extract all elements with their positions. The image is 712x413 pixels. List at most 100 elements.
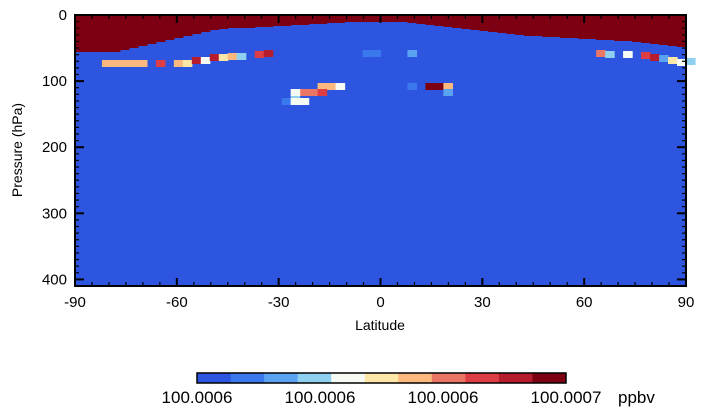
- colorbar-swatch: [197, 373, 232, 383]
- heatmap-cell: [101, 60, 112, 67]
- heatmap-cell: [389, 15, 400, 22]
- heatmap-cell: [668, 57, 678, 64]
- heatmap-cell: [677, 15, 687, 47]
- heatmap-cell: [515, 15, 525, 35]
- heatmap-cell: [659, 55, 669, 62]
- heatmap-cell: [263, 15, 274, 27]
- heatmap-cell: [83, 15, 94, 52]
- heatmap-cell: [632, 15, 642, 42]
- heatmap-cell: [326, 15, 337, 23]
- colorbar-frame: [196, 372, 567, 384]
- heatmap-cell: [659, 15, 669, 45]
- x-tick-label: 30: [474, 294, 491, 311]
- heatmap-cell: [164, 15, 175, 40]
- y-tick-label: 300: [42, 205, 67, 222]
- x-tick-label: 0: [376, 294, 384, 311]
- colorbar-swatch: [431, 373, 466, 383]
- heatmap-cell: [209, 15, 220, 30]
- heatmap-cell: [101, 15, 112, 52]
- heatmap-cell: [479, 15, 489, 31]
- heatmap-cell: [488, 15, 498, 32]
- heatmap-cell: [524, 15, 534, 36]
- heatmap-cell: [155, 60, 166, 67]
- heatmap-cell: [263, 50, 274, 57]
- heatmap-cell: [578, 15, 588, 39]
- heatmap-cell: [146, 15, 157, 44]
- heatmap-cell: [128, 60, 139, 67]
- heatmap-cell: [218, 15, 229, 29]
- x-tick-label: -30: [268, 294, 290, 311]
- heatmap-cell: [605, 15, 615, 40]
- heatmap-cell: [362, 50, 373, 57]
- heatmap-cell: [596, 15, 606, 40]
- heatmap-cell: [254, 15, 265, 27]
- y-tick-label: 200: [42, 139, 67, 156]
- heatmap-cell: [344, 15, 355, 22]
- y-tick-label: 400: [42, 271, 67, 288]
- heatmap-cell: [641, 15, 651, 43]
- heatmap-cell: [605, 51, 615, 58]
- heatmap-cell: [290, 15, 301, 25]
- heatmap-cell: [92, 15, 103, 52]
- y-axis-title: Pressure (hPa): [9, 103, 25, 197]
- heatmap-cell: [191, 15, 202, 34]
- colorbar-swatch: [398, 373, 433, 383]
- heatmap-cell: [353, 15, 364, 22]
- heatmap-cell: [173, 60, 184, 67]
- heatmap-cell: [407, 50, 418, 57]
- heatmap-cell: [182, 15, 193, 36]
- heatmap-cell: [281, 98, 292, 105]
- colorbar-tick-label: 100.0006: [408, 388, 479, 407]
- heatmap-cell: [443, 83, 453, 90]
- heatmap-cell: [308, 89, 319, 96]
- heatmap-cell: [119, 60, 130, 67]
- heatmap-cell: [587, 15, 597, 39]
- heatmap-cell: [317, 83, 328, 90]
- heatmap-cell: [614, 15, 624, 41]
- colorbar-units: ppbv: [618, 388, 655, 407]
- y-tick-label: 0: [59, 7, 67, 24]
- colorbar-tick-label: 100.0007: [531, 388, 602, 407]
- colorbar-tick-label: 100.0006: [162, 388, 233, 407]
- heatmap-cell: [335, 15, 346, 23]
- x-tick-label: -60: [166, 294, 188, 311]
- heatmap-cell: [236, 53, 247, 60]
- heatmap-cell: [236, 15, 247, 28]
- heatmap-cell: [308, 15, 319, 24]
- heatmap-cell: [254, 51, 265, 58]
- heatmap-cell: [290, 98, 301, 105]
- x-tick-label: 90: [678, 294, 695, 311]
- heatmap-cell: [209, 54, 220, 61]
- heatmap-cell: [497, 15, 507, 33]
- heatmap-cell: [317, 15, 328, 24]
- heatmap-cell: [425, 83, 436, 90]
- heatmap-cell: [443, 89, 453, 96]
- colorbar-swatch: [465, 373, 500, 383]
- heatmap-cell: [596, 50, 606, 57]
- heatmap-cell: [398, 15, 409, 22]
- y-axis: 0 100 200 300 400: [42, 7, 686, 288]
- heatmap-cell: [227, 53, 238, 60]
- heatmap-cell: [533, 15, 543, 36]
- heatmap-cell: [407, 15, 418, 23]
- heatmap-cell: [200, 15, 211, 32]
- x-axis-title: Latitude: [355, 317, 405, 333]
- heatmap-cell: [371, 15, 382, 22]
- heatmap-cell: [686, 58, 696, 65]
- heatmap-cell: [380, 15, 391, 22]
- heatmap-cell: [470, 15, 480, 30]
- heatmap-cell: [371, 50, 382, 57]
- heatmap-cell: [182, 60, 193, 67]
- heatmap-cell: [362, 15, 373, 22]
- heatmap-cell: [425, 15, 436, 25]
- heatmap-cell: [326, 83, 337, 90]
- heatmap-cell: [218, 54, 229, 61]
- colorbar-swatch: [297, 373, 332, 383]
- colorbar-swatch: [498, 373, 533, 383]
- heatmap-cell: [191, 57, 202, 64]
- colorbar-swatch: [364, 373, 399, 383]
- heatmap-cell: [623, 51, 633, 58]
- heatmap-cell: [623, 15, 633, 41]
- heatmap-cell: [173, 15, 184, 38]
